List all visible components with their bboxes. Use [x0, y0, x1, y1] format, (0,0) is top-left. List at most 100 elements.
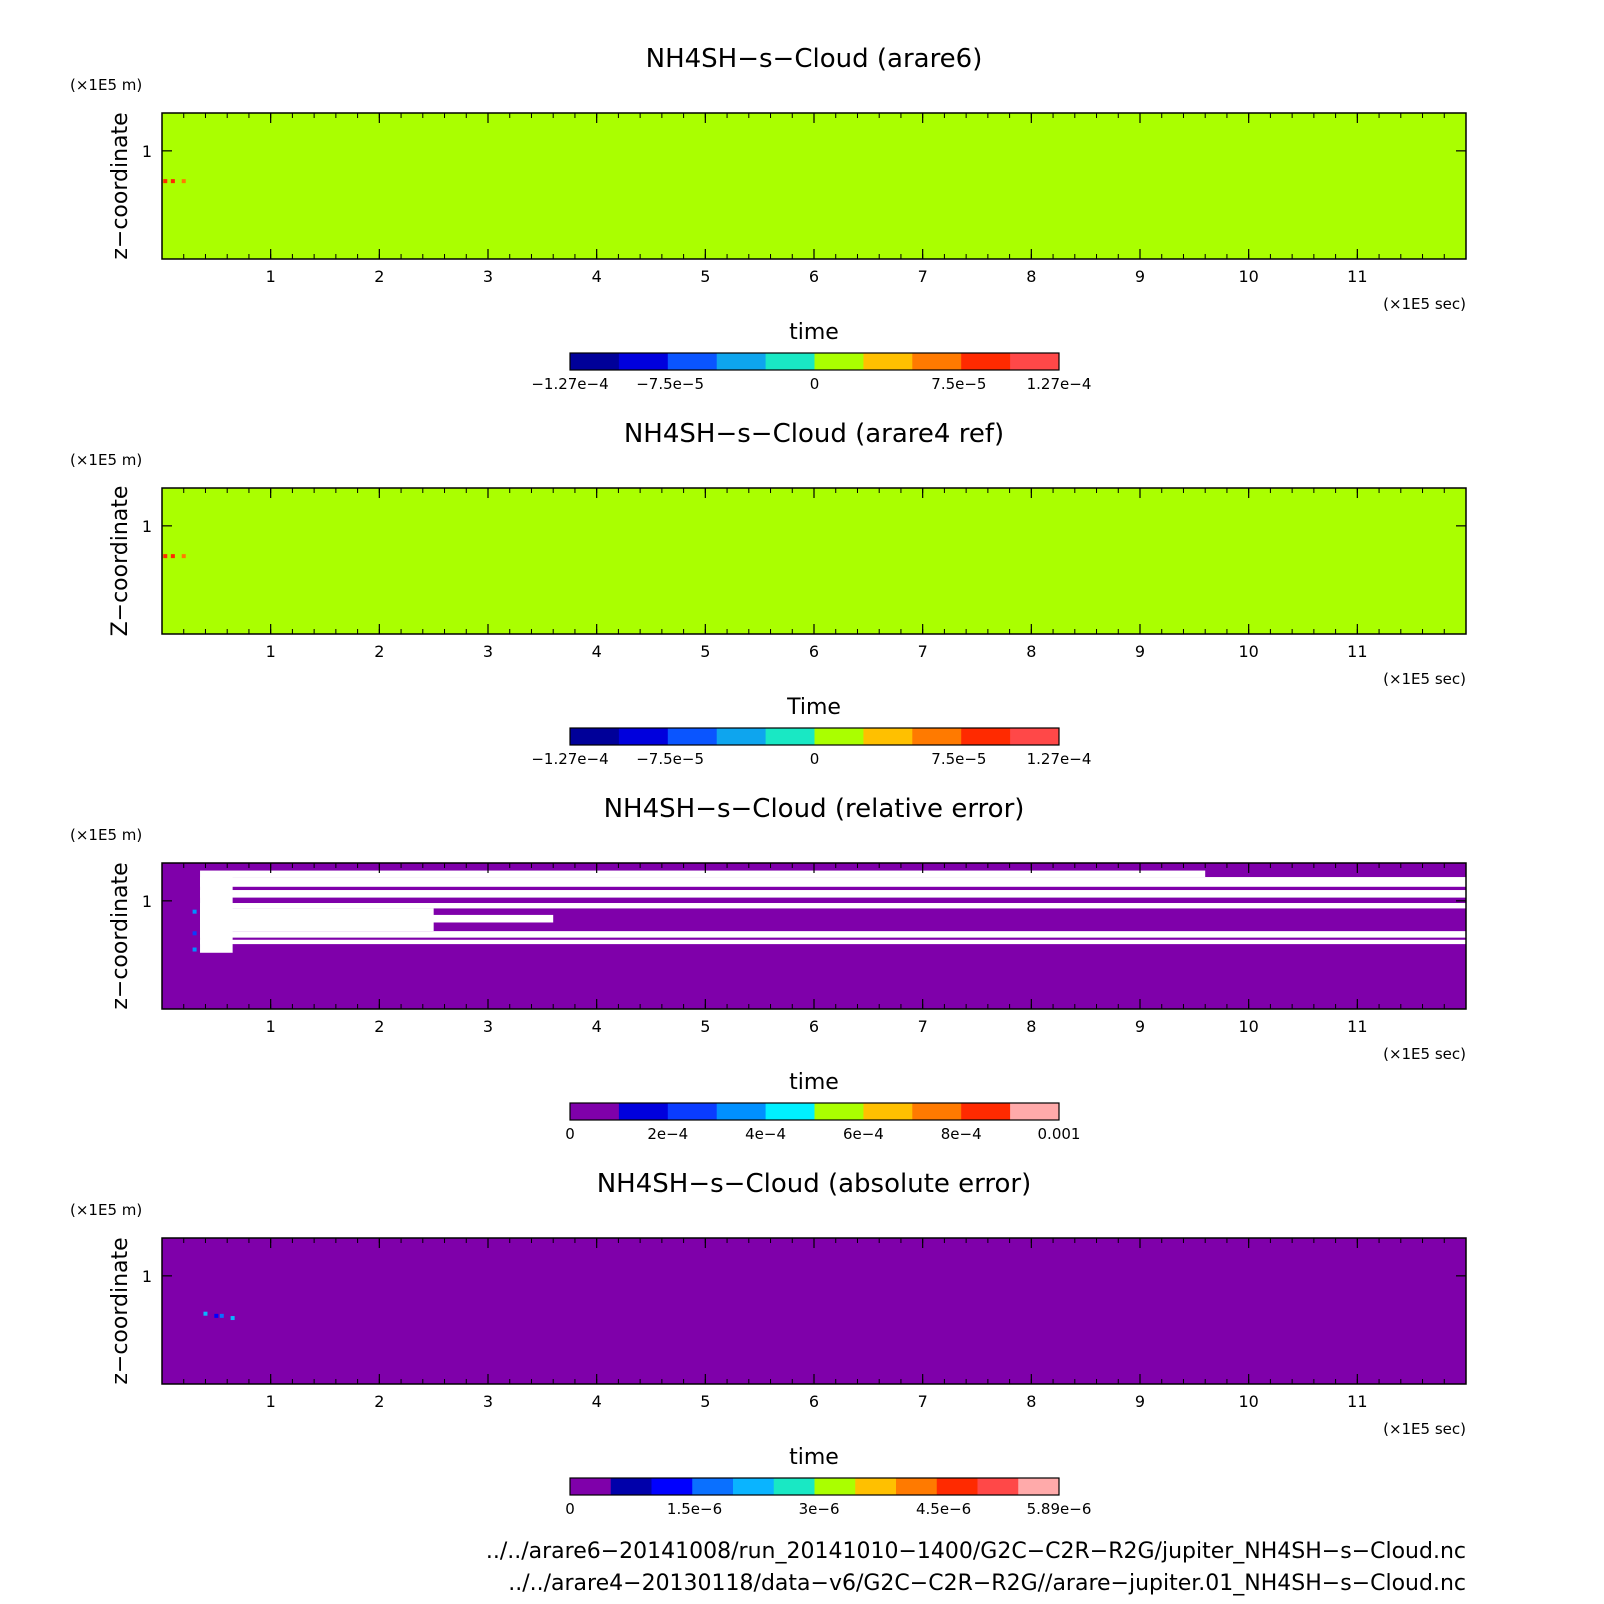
x-tick-label: 2 — [374, 1392, 384, 1411]
colorbar-segment — [765, 353, 815, 370]
x-axis-label: time — [789, 320, 839, 345]
x-tick-label: 2 — [374, 642, 384, 661]
colorbar-label: 8e−4 — [941, 1125, 982, 1143]
y-unit-label: (×1E5 m) — [70, 826, 142, 844]
colorbar-segment — [863, 353, 913, 370]
heatmap-blank-region — [200, 903, 1467, 909]
colorbar-segment — [765, 1103, 815, 1120]
colorbar-segment — [667, 353, 718, 370]
x-tick-label: 10 — [1238, 642, 1258, 661]
colorbar-label: 1.27e−4 — [1027, 750, 1092, 768]
colorbar-label: 6e−4 — [843, 1125, 884, 1143]
colorbar-segment — [618, 1103, 669, 1120]
y-unit-label: (×1E5 m) — [70, 76, 142, 94]
x-tick-label: 10 — [1238, 267, 1258, 286]
x-unit-label: (×1E5 sec) — [1383, 1045, 1466, 1063]
y-unit-label: (×1E5 m) — [70, 1201, 142, 1219]
x-tick-label: 2 — [374, 267, 384, 286]
colorbar-segment — [912, 353, 962, 370]
colorbar-label: 0 — [565, 1125, 575, 1143]
colorbar-segment — [814, 353, 864, 370]
heatmap-blank-region — [200, 931, 1467, 938]
colorbar-frame — [569, 352, 1060, 371]
heatmap-field — [162, 113, 1466, 259]
x-tick-label: 1 — [266, 1392, 276, 1411]
x-axis-label: time — [789, 1070, 839, 1095]
colorbar-segment — [765, 728, 815, 745]
heatmap-blank-region — [200, 890, 1467, 898]
chart-title: NH4SH−s−Cloud (relative error) — [604, 794, 1025, 824]
heatmap-cell — [214, 1313, 219, 1318]
heatmap-cell — [181, 179, 186, 184]
colorbar-label: 7.5e−5 — [931, 375, 986, 393]
colorbar-segment — [570, 728, 620, 745]
colorbar-segment — [863, 728, 913, 745]
footer-path-2: ../../arare4−20130118/data−v6/G2C−C2R−R2… — [508, 1571, 1466, 1596]
colorbar-segment — [1010, 1103, 1060, 1120]
x-tick-label: 3 — [483, 642, 493, 661]
colorbar-segment — [961, 1103, 1011, 1120]
colorbar-segment — [618, 728, 669, 745]
colorbar-label: 0 — [565, 1500, 575, 1518]
colorbar-segment — [961, 728, 1011, 745]
chart-title: NH4SH−s−Cloud (arare6) — [646, 44, 983, 74]
heatmap-cell — [192, 931, 197, 936]
x-tick-label: 8 — [1026, 1017, 1036, 1036]
colorbar-segment — [570, 1478, 612, 1495]
colorbar-label: 0 — [810, 750, 820, 768]
colorbar-label: 3e−6 — [799, 1500, 840, 1518]
chart-panel-3: NH4SH−s−Cloud (relative error) (×1E5 m) z−… — [70, 794, 1467, 1143]
colorbar-segment — [667, 1103, 718, 1120]
colorbar-segment — [733, 1478, 775, 1495]
colorbar-label: 4.5e−6 — [916, 1500, 971, 1518]
colorbar-segment — [912, 1103, 962, 1120]
heatmap-blank-region — [200, 877, 1467, 887]
heatmap-cell — [230, 1316, 235, 1321]
colorbar-label: −7.5e−5 — [636, 375, 704, 393]
heatmap-field — [162, 488, 1466, 634]
colorbar-segment — [716, 728, 767, 745]
x-unit-label: (×1E5 sec) — [1383, 670, 1466, 688]
colorbar-segment — [618, 353, 669, 370]
chart-title: NH4SH−s−Cloud (absolute error) — [597, 1169, 1032, 1199]
y-axis-label: Z−coordinate — [108, 486, 133, 637]
heatmap-blank-region — [200, 939, 1467, 945]
colorbar-segment — [814, 728, 864, 745]
colorbar-label: 1.27e−4 — [1027, 375, 1092, 393]
heatmap-cell — [203, 1311, 208, 1316]
colorbar-label: 4e−4 — [745, 1125, 786, 1143]
colorbar-label: −1.27e−4 — [531, 750, 608, 768]
colorbar-segment — [610, 1478, 652, 1495]
colorbar-label: 5.89e−6 — [1027, 1500, 1092, 1518]
heatmap-field — [162, 1238, 1466, 1384]
x-tick-label: 4 — [592, 267, 602, 286]
x-tick-label: 5 — [700, 267, 710, 286]
colorbar-label: 2e−4 — [647, 1125, 688, 1143]
x-tick-label: 10 — [1238, 1392, 1258, 1411]
x-tick-label: 7 — [918, 1392, 928, 1411]
y-tick-label: 1 — [142, 892, 152, 911]
colorbar-segment — [570, 1103, 620, 1120]
heatmap-cell — [170, 554, 175, 559]
y-tick-label: 1 — [142, 1267, 152, 1286]
heatmap-blank-region — [200, 914, 554, 923]
x-tick-label: 1 — [266, 1017, 276, 1036]
x-axis-label: time — [789, 1445, 839, 1470]
x-tick-label: 7 — [918, 1017, 928, 1036]
heatmap-cell — [219, 1313, 224, 1318]
footer-path-1: ../../arare6−20141008/run_20141010−1400/… — [486, 1539, 1466, 1564]
x-tick-label: 4 — [592, 1392, 602, 1411]
x-tick-label: 11 — [1347, 267, 1367, 286]
x-tick-label: 6 — [809, 642, 819, 661]
x-tick-label: 1 — [266, 267, 276, 286]
x-tick-label: 7 — [918, 642, 928, 661]
x-tick-label: 4 — [592, 642, 602, 661]
colorbar-segment — [692, 1478, 734, 1495]
x-tick-label: 5 — [700, 1392, 710, 1411]
colorbar-segment — [912, 728, 962, 745]
colorbar-segment — [1018, 1478, 1060, 1495]
heatmap-cell — [163, 554, 168, 559]
chart-title: NH4SH−s−Cloud (arare4 ref) — [624, 419, 1004, 449]
colorbar-label: −7.5e−5 — [636, 750, 704, 768]
y-tick-label: 1 — [142, 142, 152, 161]
